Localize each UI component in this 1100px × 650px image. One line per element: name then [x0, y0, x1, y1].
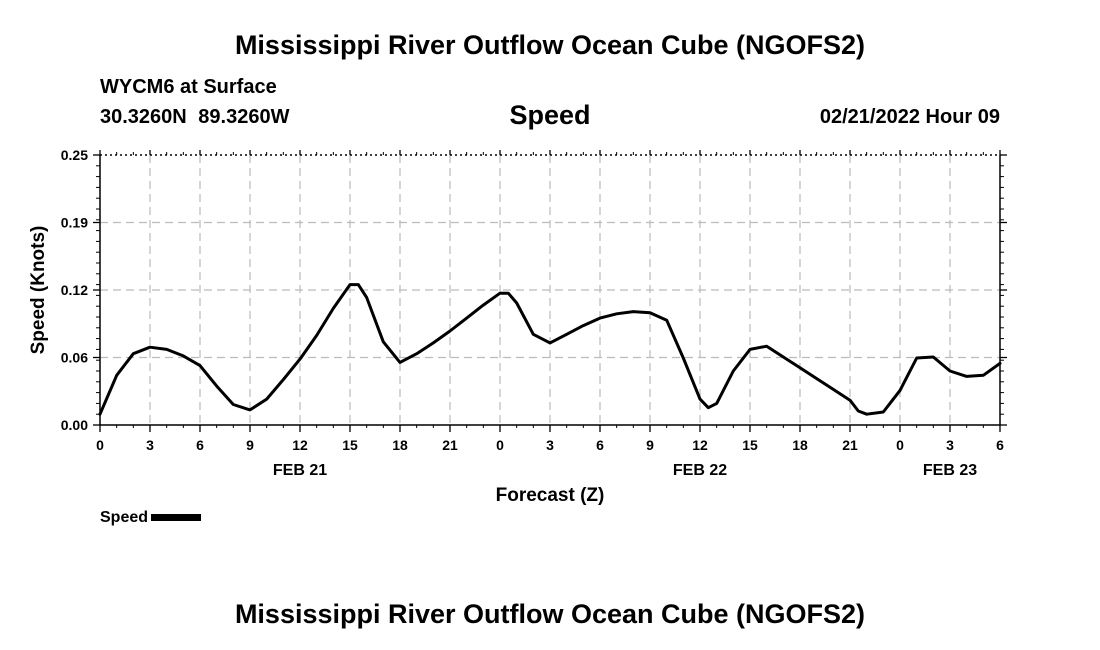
x-tick-label: 15: [742, 437, 758, 453]
x-tick-label: 0: [96, 437, 104, 453]
x-tick-label: 12: [292, 437, 308, 453]
forecast-date: 02/21/2022 Hour 09: [819, 106, 1000, 128]
station-label: WYCM6 at Surface: [100, 76, 277, 98]
x-tick-label: 0: [496, 437, 504, 453]
x-tick-label: 3: [146, 437, 154, 453]
legend-label: Speed: [100, 509, 149, 526]
x-tick-label: 12: [692, 437, 708, 453]
x-tick-label: 3: [546, 437, 554, 453]
x-tick-label: 0: [896, 437, 904, 453]
station-coordinates: 30.3260N 89.3260W: [100, 106, 290, 128]
y-axis-label: Speed (Knots): [28, 226, 49, 355]
plot-frame: [99, 155, 1001, 426]
date-label: FEB 22: [673, 462, 727, 479]
y-tick-label: 0.06: [61, 350, 88, 366]
x-axis-label: Forecast (Z): [496, 485, 605, 506]
x-tick-label: 18: [792, 437, 808, 453]
date-label: FEB 21: [273, 462, 327, 479]
y-tick-label: 0.19: [61, 215, 88, 231]
variable-title: Speed: [509, 100, 591, 130]
legend-swatch: [151, 514, 202, 522]
y-tick-label: 0.00: [61, 417, 88, 433]
x-tick-label: 9: [246, 437, 254, 453]
x-tick-label: 6: [196, 437, 204, 453]
x-tick-label: 21: [442, 437, 458, 453]
footer-title: Mississippi River Outflow Ocean Cube (NG…: [234, 599, 866, 629]
speed-series-line: [98, 283, 1002, 416]
x-tick-label: 6: [996, 437, 1004, 453]
date-label: FEB 23: [923, 462, 977, 479]
y-tick-label: 0.12: [61, 282, 88, 298]
x-tick-label: 9: [646, 437, 654, 453]
y-tick-label: 0.25: [61, 147, 88, 163]
x-tick-label: 15: [342, 437, 358, 453]
x-tick-label: 6: [596, 437, 604, 453]
chart-title: Mississippi River Outflow Ocean Cube (NG…: [234, 30, 866, 60]
legend: Speed: [100, 509, 202, 527]
x-tick-label: 3: [946, 437, 954, 453]
x-tick-label: 21: [842, 437, 858, 453]
x-tick-label: 18: [392, 437, 408, 453]
